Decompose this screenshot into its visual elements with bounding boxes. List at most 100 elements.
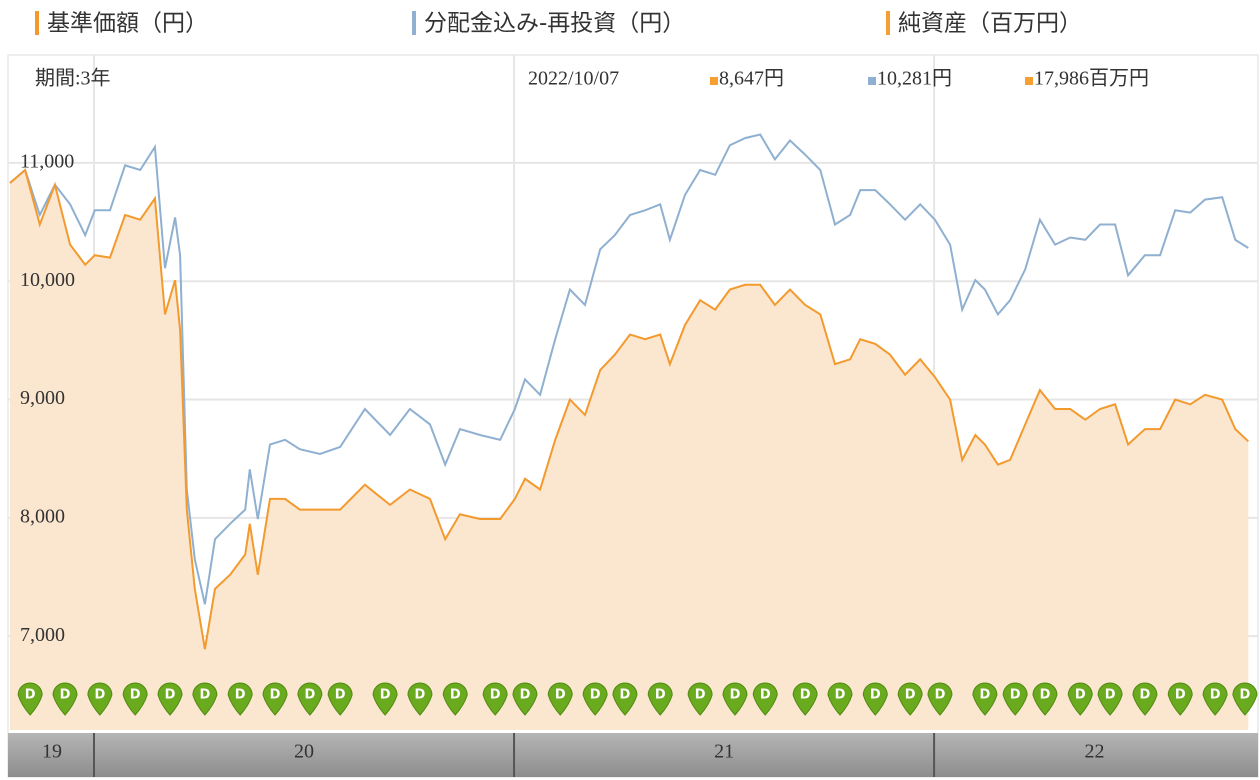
y-tick-label: 10,000 (20, 269, 75, 291)
area (10, 170, 1249, 730)
dividend-label: D (555, 688, 566, 703)
dividend-pin (327, 682, 353, 716)
dividend-label: D (870, 688, 881, 703)
dividend-label: D (1105, 688, 1116, 703)
dividend-label: D (165, 688, 176, 703)
dividend-pin (547, 682, 573, 716)
dividend-label: D (60, 688, 71, 703)
dividend-label: D (590, 688, 601, 703)
dividend-pin (792, 682, 818, 716)
dividend-label: D (305, 688, 316, 703)
dividend-pin (862, 682, 888, 716)
legend-swatch (35, 11, 39, 35)
dividend-pin (687, 682, 713, 716)
x-tick-label: 21 (714, 741, 734, 763)
dividend-pin (612, 682, 638, 716)
x-axis-band (8, 733, 1258, 777)
dividend-label: D (1075, 688, 1086, 703)
readout-swatch (1025, 77, 1033, 85)
dividend-pin (442, 682, 468, 716)
dividend-pin (297, 682, 323, 716)
dividend-label: D (270, 688, 281, 703)
dividend-label: D (935, 688, 946, 703)
date-label: 2022/10/07 (528, 68, 619, 90)
dividend-label: D (905, 688, 916, 703)
dividend-label: D (695, 688, 706, 703)
dividend-label: D (1210, 688, 1221, 703)
y-tick-label: 8,000 (20, 505, 65, 527)
dividend-pin (407, 682, 433, 716)
dividend-pin (1202, 682, 1228, 716)
dividend-pin (262, 682, 288, 716)
dividend-label: D (1240, 688, 1251, 703)
dividend-label: D (1010, 688, 1021, 703)
readout-swatch (868, 77, 876, 85)
dividend-label: D (1175, 688, 1186, 703)
dividend-pin (1002, 682, 1028, 716)
dividend-pin (87, 682, 113, 716)
dividend-label: D (835, 688, 846, 703)
dividend-pin (512, 682, 538, 716)
legend-swatch (412, 11, 416, 35)
dividend-label: D (130, 688, 141, 703)
dividend-pin (17, 682, 43, 716)
dividend-label: D (1040, 688, 1051, 703)
dividend-label: D (200, 688, 211, 703)
dividend-pin (157, 682, 183, 716)
dividend-pin (1232, 682, 1258, 716)
dividend-label: D (730, 688, 741, 703)
dividend-label: D (760, 688, 771, 703)
dividend-pin (1032, 682, 1058, 716)
dividend-label: D (450, 688, 461, 703)
dividend-pin (192, 682, 218, 716)
dividend-label: D (1140, 688, 1151, 703)
dividend-label: D (800, 688, 811, 703)
legend-swatch (886, 11, 890, 35)
legend-label: 分配金込み-再投資（円） (424, 11, 685, 37)
dividend-label: D (235, 688, 246, 703)
y-tick-label: 9,000 (20, 387, 65, 409)
readout-value: 17,986百万円 (1034, 68, 1149, 90)
dividend-label: D (980, 688, 991, 703)
dividend-pin (972, 682, 998, 716)
readout-value: 10,281円 (877, 68, 952, 90)
dividend-pin (372, 682, 398, 716)
x-tick-label: 20 (294, 741, 314, 763)
line (9, 133, 1249, 605)
dividend-pin (582, 682, 608, 716)
dividend-label: D (490, 688, 501, 703)
dividend-pin (927, 682, 953, 716)
dividend-label: D (25, 688, 36, 703)
readout-value: 8,647円 (719, 68, 784, 90)
dividend-pin (752, 682, 778, 716)
dividend-label: D (380, 688, 391, 703)
dividend-label: D (655, 688, 666, 703)
dividend-label: D (94, 688, 105, 703)
dividend-pin (827, 682, 853, 716)
dividend-pin (1067, 682, 1093, 716)
dividend-label: D (620, 688, 631, 703)
y-tick-label: 7,000 (20, 624, 65, 646)
dividend-pin (722, 682, 748, 716)
dividend-label: D (415, 688, 426, 703)
x-tick-label: 22 (1085, 741, 1105, 763)
legend-label: 純資産（百万円） (898, 11, 1082, 37)
dividend-pin (122, 682, 148, 716)
y-tick-label: 11,000 (20, 151, 74, 173)
dividend-pin (482, 682, 508, 716)
dividend-label: D (520, 688, 531, 703)
legend-label: 基準価額（円） (47, 11, 208, 37)
line (9, 168, 1249, 650)
dividend-pin (52, 682, 78, 716)
dividend-pin (647, 682, 673, 716)
dividend-label: D (335, 688, 346, 703)
dividend-pin (1167, 682, 1193, 716)
x-tick-label: 19 (42, 741, 62, 763)
dividend-pin (897, 682, 923, 716)
dividend-pin (227, 682, 253, 716)
dividend-pin (1097, 682, 1123, 716)
dividend-pin (1132, 682, 1158, 716)
period-label: 期間:3年 (35, 67, 111, 90)
